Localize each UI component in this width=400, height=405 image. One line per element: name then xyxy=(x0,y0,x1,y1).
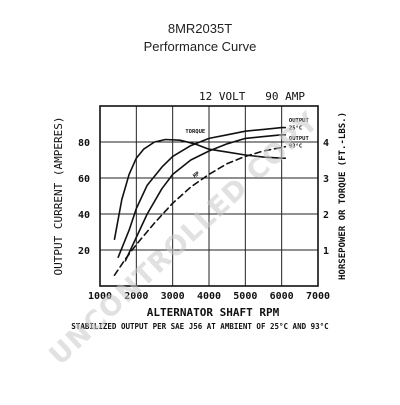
curve-annotation: TORQUE xyxy=(185,129,205,135)
curve-annotation: OUTPUT xyxy=(289,118,310,124)
y-axis-label-right: HORSEPOWER OR TORQUE (FT.-LBS.) xyxy=(338,112,348,280)
y-tick-label-right: 1 xyxy=(323,246,329,257)
y-axis-label-left: OUTPUT CURRENT (AMPERES) xyxy=(52,117,65,276)
curve-annotation: 25°C xyxy=(289,125,302,131)
series-layer xyxy=(113,126,287,277)
plot-frame xyxy=(99,105,319,287)
page-subtitle: Performance Curve xyxy=(143,39,257,54)
x-tick-label: 2000 xyxy=(124,291,148,302)
axes-layer xyxy=(99,105,319,287)
y-tick-label-left: 80 xyxy=(78,138,90,149)
y-tick-label-right: 4 xyxy=(323,138,329,149)
y-tick-label-left: 20 xyxy=(78,246,90,257)
curve-annotation: OUTPUT xyxy=(289,136,310,142)
y-tick-label-left: 40 xyxy=(78,210,90,221)
text-layer: 1000 2000 3000 4000 5000 6000 7000 20 40 60 80 1 2 3 4… xyxy=(52,90,348,331)
chart-footnote: STABILIZED OUTPUT PER SAE J56 AT AMBIENT… xyxy=(71,322,328,331)
x-axis-label: ALTERNATOR SHAFT RPM xyxy=(147,306,280,319)
series-line xyxy=(113,145,287,277)
x-tick-label: 3000 xyxy=(161,291,185,302)
series-line xyxy=(113,138,287,240)
curve-annotation: 93°C xyxy=(289,143,302,149)
x-tick-label: 6000 xyxy=(270,291,294,302)
page-title: 8MR2035T xyxy=(167,21,233,36)
series-line xyxy=(124,134,287,262)
x-tick-label: 1000 xyxy=(88,291,112,302)
y-tick-label-left: 60 xyxy=(78,174,90,185)
x-tick-label: 7000 xyxy=(306,291,330,302)
x-tick-label: 4000 xyxy=(197,291,221,302)
inner-title: 12 VOLT 90 AMP xyxy=(199,90,305,103)
y-tick-label-right: 2 xyxy=(323,210,329,221)
curve-annotation: HP xyxy=(192,171,201,180)
series-line xyxy=(117,126,287,259)
x-tick-label: 5000 xyxy=(233,291,257,302)
y-tick-label-right: 3 xyxy=(323,174,329,185)
